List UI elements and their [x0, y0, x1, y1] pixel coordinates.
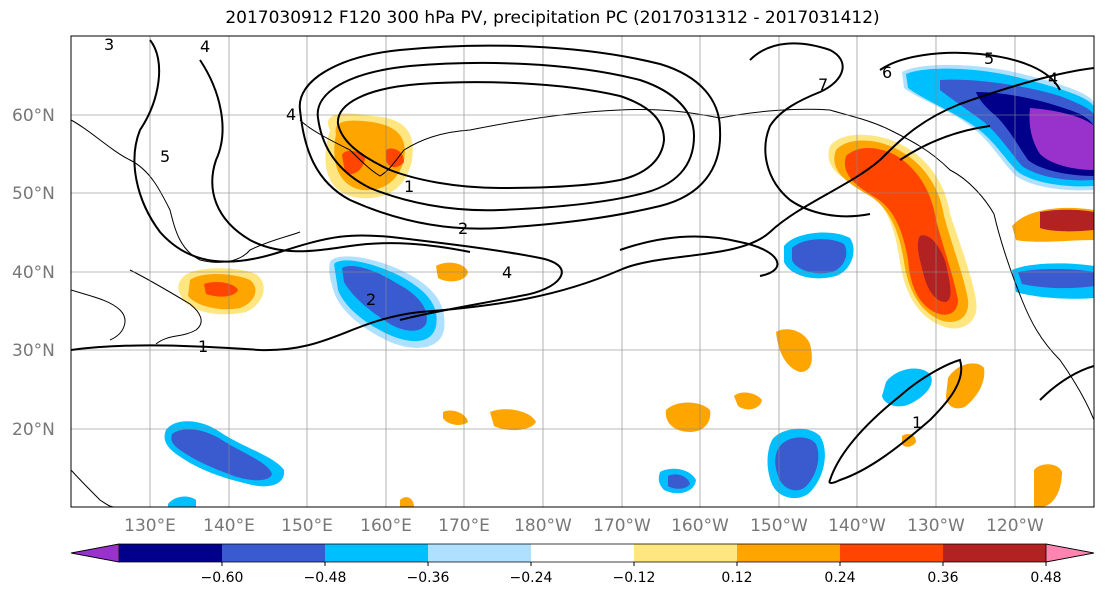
colorbar-bin	[634, 544, 738, 562]
colorbar-extend-high	[1045, 543, 1095, 563]
contour-label: 2	[458, 219, 468, 238]
pv-contours	[71, 39, 1094, 484]
colorbar-tick-label: −0.36	[407, 570, 450, 586]
contour-labels: 3 4 5 4 2 1 2 4 1 7 6 5 4 1	[104, 35, 1058, 432]
latitude-labels: 60°N 50°N 40°N 30°N 20°N	[12, 106, 55, 440]
contour-label: 5	[160, 147, 170, 166]
colorbar-tick-label: −0.60	[201, 570, 244, 586]
colorbar-tick-label: 0.12	[721, 570, 752, 586]
lon-label: 180°W	[514, 516, 572, 536]
contour-label: 7	[818, 75, 828, 94]
map-title: 2017030912 F120 300 hPa PV, precipitatio…	[225, 8, 880, 28]
lat-label: 50°N	[12, 184, 55, 204]
colorbar-tick-label: −0.48	[304, 570, 347, 586]
lon-label: 170°W	[593, 516, 651, 536]
longitude-labels: 130°E 140°E 150°E 160°E 170°E 180°W 170°…	[124, 516, 1044, 536]
colorbar-tick-label: 0.36	[927, 570, 958, 586]
colorbar-bin	[325, 544, 429, 562]
lat-label: 60°N	[12, 106, 55, 126]
contour-label: 1	[198, 337, 208, 356]
lat-label: 40°N	[12, 263, 55, 283]
contour-label: 3	[104, 35, 114, 54]
contour-label: 2	[366, 290, 376, 309]
colorbar-tick-label: 0.48	[1030, 570, 1061, 586]
lon-label: 130°W	[907, 516, 965, 536]
lon-label: 150°W	[750, 516, 808, 536]
colorbar-bin	[531, 544, 635, 562]
lon-label: 130°E	[124, 516, 176, 536]
colorbar-tick-label: −0.24	[510, 570, 553, 586]
colorbar-bin	[222, 544, 326, 562]
graticule	[71, 36, 1094, 507]
map-area: 3 4 5 4 2 1 2 4 1 7 6 5 4 1	[71, 35, 1094, 507]
precip-shading	[164, 64, 1094, 507]
contour-label: 4	[502, 263, 512, 282]
colorbar-tick-label: −0.12	[613, 570, 656, 586]
contour-label: 4	[286, 105, 296, 124]
lon-label: 160°W	[671, 516, 729, 536]
contour-label: 5	[984, 49, 994, 68]
colorbar-bin	[840, 544, 944, 562]
colorbar-bin	[943, 544, 1047, 562]
colorbar-tick-label: 0.24	[824, 570, 855, 586]
colorbar: −0.60 −0.48 −0.36 −0.24 −0.12 0.12 0.24 0.36 0.4…	[70, 543, 1095, 586]
colorbar-bin	[737, 544, 841, 562]
contour-label: 1	[404, 177, 414, 196]
contour-label: 1	[912, 413, 922, 432]
lon-label: 150°E	[281, 516, 333, 536]
colorbar-extend-low	[70, 543, 120, 563]
lon-label: 140°W	[828, 516, 886, 536]
colorbar-frame	[70, 543, 1095, 563]
lat-label: 20°N	[12, 420, 55, 440]
lon-label: 170°E	[438, 516, 490, 536]
map-frame	[70, 35, 1095, 508]
contour-label: 4	[1048, 69, 1058, 88]
contour-label: 4	[200, 37, 210, 56]
lat-label: 30°N	[12, 341, 55, 361]
colorbar-bin	[119, 544, 223, 562]
lon-label: 120°W	[986, 516, 1044, 536]
colorbar-bin	[428, 544, 532, 562]
lon-label: 140°E	[203, 516, 255, 536]
lon-label: 160°E	[360, 516, 412, 536]
contour-label: 6	[882, 63, 892, 82]
